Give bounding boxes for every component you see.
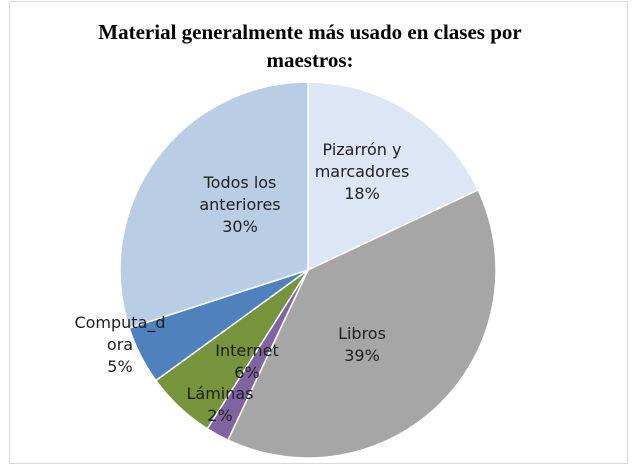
category-label: Libros — [338, 324, 386, 343]
pie-slice — [226, 188, 497, 459]
category-label: Computa_dora — [74, 313, 166, 354]
value-label: 2% — [207, 406, 233, 425]
category-label: Internet — [215, 341, 279, 360]
slice-label: Todos los anteriores 30% — [185, 172, 295, 238]
value-label: 6% — [234, 363, 260, 382]
value-label: 18% — [344, 184, 380, 203]
category-label: Pizarrón y marcadores — [314, 140, 410, 181]
pie-slice — [307, 81, 480, 272]
pie-slice — [119, 81, 309, 330]
slice-label: Libros 39% — [317, 323, 407, 367]
value-label: 30% — [222, 217, 258, 236]
category-label: Todos los anteriores — [199, 173, 281, 214]
frame — [9, 1, 628, 464]
slice-label: Internet 6% — [207, 340, 287, 384]
value-label: 5% — [107, 357, 133, 376]
chart-title: Material generalmente más usado en clase… — [98, 20, 522, 72]
value-label: 39% — [344, 346, 380, 365]
slice-label: Láminas 2% — [180, 383, 260, 427]
slice-label: Computa_dora 5% — [70, 312, 170, 378]
category-label: Láminas — [186, 384, 254, 403]
slice-label: Pizarrón y marcadores 18% — [312, 139, 412, 205]
